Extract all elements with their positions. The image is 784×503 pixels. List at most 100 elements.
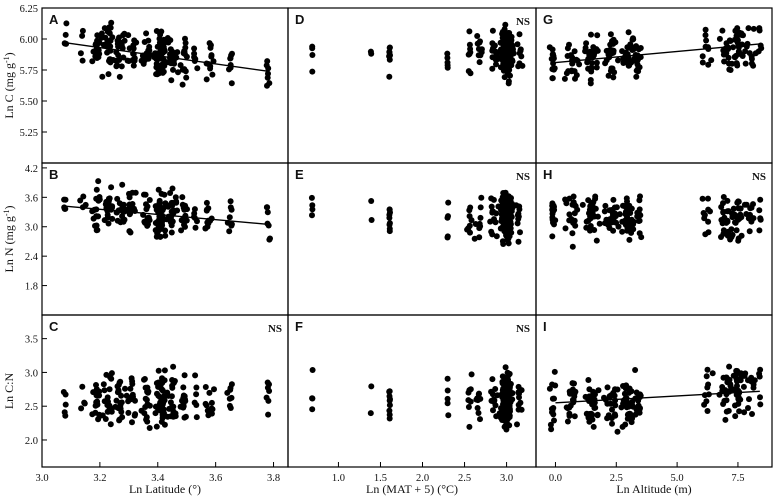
data-point [705, 206, 712, 213]
data-point [726, 363, 733, 370]
data-point [721, 214, 728, 221]
data-point [516, 31, 523, 38]
data-point [756, 27, 763, 34]
data-point [146, 402, 153, 409]
data-point [264, 379, 271, 386]
data-point [112, 403, 119, 410]
data-point [705, 381, 712, 388]
data-point [109, 204, 115, 211]
data-point [445, 412, 452, 419]
data-point [501, 26, 508, 33]
data-point [757, 394, 763, 401]
data-point [594, 213, 601, 220]
data-point [548, 55, 555, 62]
panel-letter-e: E [295, 167, 304, 182]
data-point [630, 218, 637, 225]
panel-frame [287, 162, 537, 316]
data-point [194, 65, 201, 72]
data-point [634, 61, 641, 68]
data-point [551, 368, 558, 375]
data-point [386, 206, 393, 213]
data-point [477, 214, 484, 221]
data-point [633, 406, 640, 413]
data-point [168, 77, 175, 84]
data-point [309, 202, 316, 209]
data-point [601, 394, 607, 401]
data-point [309, 68, 316, 75]
y-tick-label: 6.00 [20, 35, 38, 46]
x-tick-label: 2.0 [416, 473, 429, 484]
data-point [570, 219, 577, 226]
data-point [709, 370, 716, 377]
data-point [129, 419, 135, 426]
data-point [703, 373, 710, 380]
data-point [146, 197, 153, 203]
data-point [637, 212, 644, 219]
data-point [211, 386, 217, 393]
data-point [126, 194, 133, 201]
x-tick-label: 3.8 [267, 473, 280, 484]
data-point [737, 211, 744, 218]
data-point [208, 52, 215, 59]
data-point [501, 50, 508, 57]
data-point [98, 30, 105, 37]
data-point [95, 40, 102, 47]
data-point [704, 366, 711, 373]
data-point [152, 403, 159, 410]
data-point [505, 214, 512, 221]
data-point [478, 194, 485, 201]
data-point [309, 52, 316, 58]
data-point [738, 30, 745, 37]
data-point [81, 400, 88, 407]
data-point [583, 224, 590, 231]
data-point [386, 397, 393, 404]
data-point [166, 405, 173, 412]
data-point [549, 200, 556, 207]
data-point [551, 395, 557, 402]
data-point [704, 408, 711, 414]
data-point [209, 71, 216, 78]
panel-letter-b: B [49, 167, 58, 182]
data-point [160, 406, 167, 413]
x-tick-label: 2.5 [610, 473, 623, 484]
x-tick-label: 2.5 [458, 473, 471, 484]
data-point [500, 40, 507, 47]
data-point [264, 209, 271, 216]
data-point [386, 73, 393, 80]
data-point [601, 208, 608, 215]
data-point [726, 66, 733, 73]
data-point [155, 367, 162, 374]
data-point [156, 197, 163, 204]
data-point [179, 194, 186, 201]
data-point [501, 393, 508, 400]
data-point [146, 425, 153, 431]
data-point [517, 229, 523, 236]
data-point [610, 47, 617, 54]
data-point [588, 395, 595, 402]
data-point [587, 80, 594, 87]
data-point [489, 65, 496, 72]
data-point [265, 222, 272, 229]
data-point [168, 216, 175, 223]
data-point [501, 44, 507, 51]
y-axis-title: Ln N (mg g-1) [2, 206, 16, 273]
data-point [633, 67, 640, 74]
data-point [114, 62, 121, 69]
data-point [735, 400, 742, 407]
data-point [515, 401, 522, 408]
data-point [733, 227, 740, 234]
regression-line [65, 42, 268, 72]
data-point [516, 206, 523, 213]
data-point [106, 386, 113, 393]
data-point [192, 372, 199, 379]
data-point [750, 25, 757, 32]
x-tick-label: 7.5 [731, 473, 744, 484]
data-point [130, 42, 137, 49]
data-point [614, 428, 621, 435]
data-point [515, 383, 522, 390]
data-point [508, 45, 515, 52]
data-point [445, 213, 451, 220]
data-point [720, 209, 727, 216]
data-point [549, 75, 556, 82]
data-point [628, 401, 635, 408]
